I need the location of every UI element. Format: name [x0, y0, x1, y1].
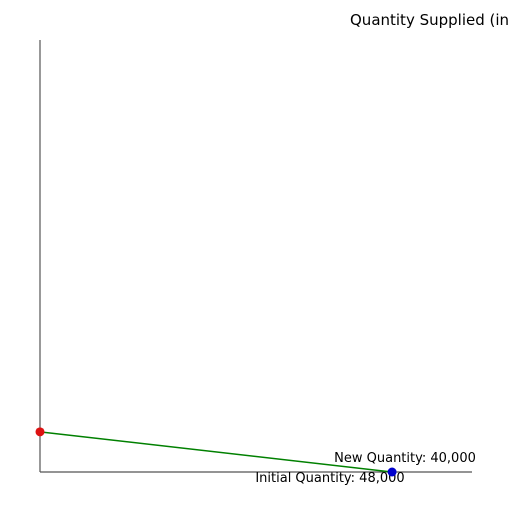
- annotation: Initial Quantity: 48,000: [255, 471, 404, 486]
- annotation: New Quantity: 40,000: [334, 451, 476, 466]
- chart-title: Quantity Supplied (in: [350, 11, 509, 29]
- point: [35, 427, 45, 437]
- point: [387, 467, 397, 477]
- line: [39, 431, 393, 473]
